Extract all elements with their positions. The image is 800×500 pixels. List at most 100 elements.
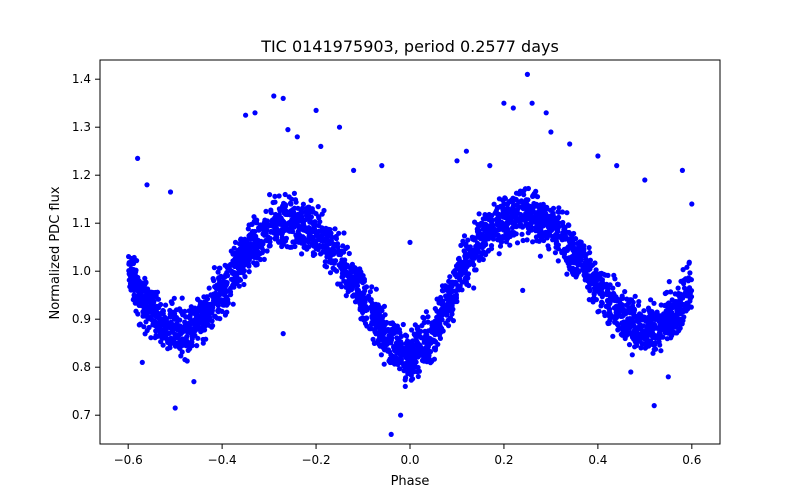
data-point (309, 220, 315, 226)
data-point (391, 344, 397, 350)
data-point (592, 275, 598, 281)
data-point (308, 214, 314, 220)
data-point (571, 250, 577, 256)
data-point (178, 353, 184, 359)
data-point (138, 280, 145, 286)
data-point (217, 265, 223, 271)
data-point (222, 292, 228, 298)
data-point (129, 261, 135, 267)
data-point (455, 266, 461, 272)
data-point (521, 188, 527, 194)
data-point (155, 296, 162, 302)
data-point (472, 219, 478, 225)
data-point (680, 267, 686, 273)
data-point (456, 287, 462, 293)
data-point (353, 279, 359, 285)
data-point (555, 258, 561, 264)
data-point (674, 300, 681, 307)
data-point (587, 250, 593, 256)
data-point (149, 313, 155, 319)
data-point (331, 241, 337, 247)
data-point (322, 231, 328, 237)
outlier-point (318, 143, 324, 149)
data-point (152, 289, 159, 296)
data-point (414, 339, 420, 345)
data-point (135, 311, 141, 317)
data-point (289, 196, 295, 202)
data-point (323, 235, 329, 241)
data-point (368, 297, 374, 303)
data-point (599, 277, 606, 283)
data-point (657, 318, 663, 325)
data-point (483, 213, 489, 219)
data-point (282, 207, 288, 213)
data-point (171, 295, 177, 301)
data-point (425, 314, 431, 320)
data-point (338, 265, 344, 271)
data-point (490, 222, 496, 228)
data-point (376, 311, 382, 317)
data-point (158, 339, 164, 345)
data-point (163, 302, 169, 308)
data-point (525, 221, 532, 227)
data-point (246, 269, 252, 275)
data-point (148, 335, 154, 341)
data-point (301, 238, 307, 244)
data-point (258, 241, 264, 247)
y-tick-label: 1.4 (72, 72, 91, 86)
data-point (627, 307, 634, 314)
data-point (473, 247, 479, 253)
data-point (611, 292, 617, 298)
data-point (212, 313, 218, 319)
data-point (686, 259, 692, 265)
data-point (182, 314, 189, 320)
outlier-point (529, 100, 535, 106)
data-point (507, 242, 513, 248)
data-point (267, 243, 273, 249)
data-point (548, 227, 555, 233)
data-point (272, 227, 278, 233)
data-point (420, 314, 426, 320)
data-point (669, 303, 675, 310)
data-point (236, 276, 242, 282)
data-point (437, 311, 443, 317)
data-point (189, 336, 195, 342)
data-point (564, 271, 570, 277)
data-point (666, 279, 672, 285)
data-point (312, 229, 318, 235)
data-point (677, 296, 683, 302)
data-point (178, 308, 184, 314)
outlier-point (172, 405, 178, 411)
data-point (476, 223, 482, 229)
data-point (276, 239, 282, 245)
data-point (683, 289, 689, 295)
data-point (675, 285, 681, 291)
data-point (268, 210, 274, 216)
data-point (140, 293, 146, 299)
data-point (476, 244, 482, 250)
data-point (283, 235, 289, 241)
data-point (158, 319, 165, 325)
data-point (491, 201, 497, 207)
data-point (133, 267, 139, 273)
data-point (656, 326, 662, 332)
data-point (284, 211, 290, 218)
data-point (328, 233, 334, 240)
data-point (259, 250, 265, 256)
data-point (168, 335, 174, 341)
data-point (418, 345, 424, 351)
data-point (337, 281, 343, 287)
data-point (380, 314, 386, 320)
data-point (637, 322, 643, 328)
data-point (503, 239, 509, 245)
data-point (207, 301, 213, 308)
x-axis-ticks: −0.6 −0.4 −0.2 0.0 0.2 0.4 0.6 (114, 444, 701, 467)
data-point (495, 216, 501, 222)
data-point (478, 250, 484, 256)
data-point (545, 243, 551, 249)
data-point (483, 221, 489, 227)
data-point (306, 244, 312, 250)
data-point (465, 271, 472, 277)
data-point (179, 295, 185, 301)
data-point (443, 287, 449, 293)
